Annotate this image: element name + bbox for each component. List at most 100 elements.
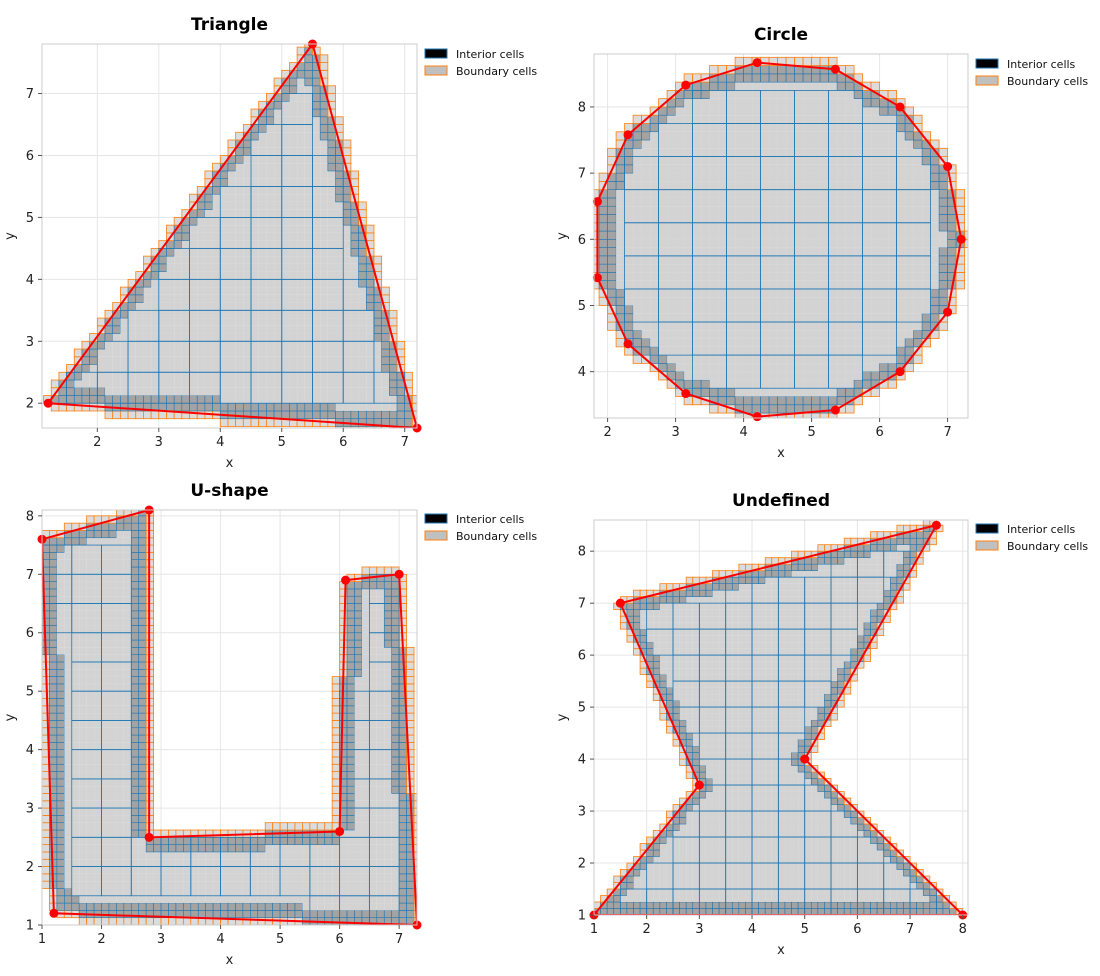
interior-cell xyxy=(181,380,190,388)
interior-cell xyxy=(108,588,117,597)
interior-cell xyxy=(794,214,804,223)
interior-cell xyxy=(220,881,229,889)
interior-cell xyxy=(71,815,80,823)
y-tick-label: 4 xyxy=(26,273,34,288)
interior-cell xyxy=(205,881,214,889)
interior-cell xyxy=(692,264,702,273)
interior-cell xyxy=(304,395,313,404)
polygon-vertex xyxy=(752,58,762,68)
interior-cell xyxy=(166,402,175,412)
interior-cell xyxy=(650,239,659,248)
interior-cell xyxy=(896,264,906,273)
interior-cell xyxy=(938,214,948,224)
interior-cell xyxy=(266,124,275,133)
interior-cell xyxy=(709,379,719,389)
interior-cell xyxy=(101,545,109,553)
interior-cell xyxy=(135,294,144,303)
interior-cell xyxy=(189,287,198,295)
interior-cell xyxy=(56,668,65,677)
interior-cell xyxy=(151,279,159,288)
interior-cell xyxy=(71,625,80,633)
boundary-cell xyxy=(153,917,162,925)
interior-cell xyxy=(86,888,95,896)
interior-cell xyxy=(354,581,363,590)
interior-cell xyxy=(274,201,282,210)
interior-cell xyxy=(153,873,162,882)
interior-cell xyxy=(289,395,298,404)
boundary-cell xyxy=(632,114,642,124)
interior-cell xyxy=(130,749,140,758)
interior-cell xyxy=(854,156,863,165)
interior-cell xyxy=(183,844,192,853)
interior-cell xyxy=(369,903,377,911)
interior-cell xyxy=(854,264,863,273)
interior-cell xyxy=(361,830,370,838)
interior-cell xyxy=(120,395,129,404)
interior-cell xyxy=(930,255,940,265)
boundary-cell xyxy=(220,829,229,838)
interior-cell xyxy=(752,313,761,323)
interior-cell xyxy=(760,355,770,364)
interior-cell xyxy=(138,793,147,802)
interior-cell xyxy=(613,895,621,903)
interior-cell xyxy=(760,140,770,149)
interior-cell xyxy=(181,372,190,380)
interior-cell xyxy=(297,124,305,133)
interior-cell xyxy=(64,837,72,845)
interior-cell xyxy=(235,395,244,404)
interior-cell xyxy=(684,148,693,157)
interior-cell xyxy=(718,330,727,339)
interior-cell xyxy=(769,222,778,232)
interior-cell xyxy=(94,705,102,714)
interior-cell xyxy=(752,288,761,298)
interior-cell xyxy=(820,131,829,141)
interior-cell xyxy=(130,639,140,648)
interior-cell xyxy=(803,371,812,380)
interior-cell xyxy=(862,231,872,240)
interior-cell xyxy=(376,713,385,721)
interior-cell xyxy=(616,197,625,207)
interior-cell xyxy=(396,395,406,404)
interior-cell xyxy=(930,214,940,223)
interior-cell xyxy=(667,322,676,331)
interior-cell xyxy=(175,866,184,874)
interior-cell xyxy=(183,859,191,867)
interior-cell xyxy=(71,859,80,867)
interior-cell xyxy=(294,888,303,896)
interior-cell xyxy=(905,164,914,174)
interior-cell xyxy=(335,380,344,388)
interior-cell xyxy=(79,683,87,692)
interior-cell xyxy=(641,206,651,215)
boundary-cell xyxy=(327,93,336,102)
interior-cell xyxy=(49,610,58,619)
interior-cell xyxy=(854,106,863,116)
interior-cell xyxy=(785,404,795,414)
interior-cell xyxy=(803,330,812,339)
interior-cell xyxy=(42,610,50,619)
interior-cell xyxy=(101,859,109,867)
interior-cell xyxy=(930,264,940,273)
interior-cell xyxy=(837,148,846,157)
interior-cell xyxy=(726,181,736,190)
interior-cell xyxy=(794,82,804,91)
interior-cell xyxy=(258,170,267,179)
interior-cell xyxy=(281,201,290,210)
interior-cell xyxy=(938,296,948,306)
interior-cell xyxy=(130,676,140,685)
interior-cell xyxy=(94,873,102,882)
interior-cell xyxy=(101,632,109,641)
interior-cell xyxy=(684,330,693,339)
interior-cell xyxy=(266,318,275,326)
interior-cell xyxy=(138,581,147,590)
interior-cell xyxy=(726,123,736,132)
interior-cell xyxy=(391,734,400,743)
interior-cell xyxy=(752,264,761,273)
interior-cell xyxy=(366,349,374,357)
interior-cell xyxy=(700,90,710,99)
interior-cell xyxy=(904,338,914,348)
interior-cell xyxy=(361,881,370,889)
interior-cell xyxy=(251,147,259,156)
interior-cell xyxy=(297,194,305,202)
interior-cell xyxy=(183,881,191,889)
interior-cell xyxy=(71,888,80,896)
